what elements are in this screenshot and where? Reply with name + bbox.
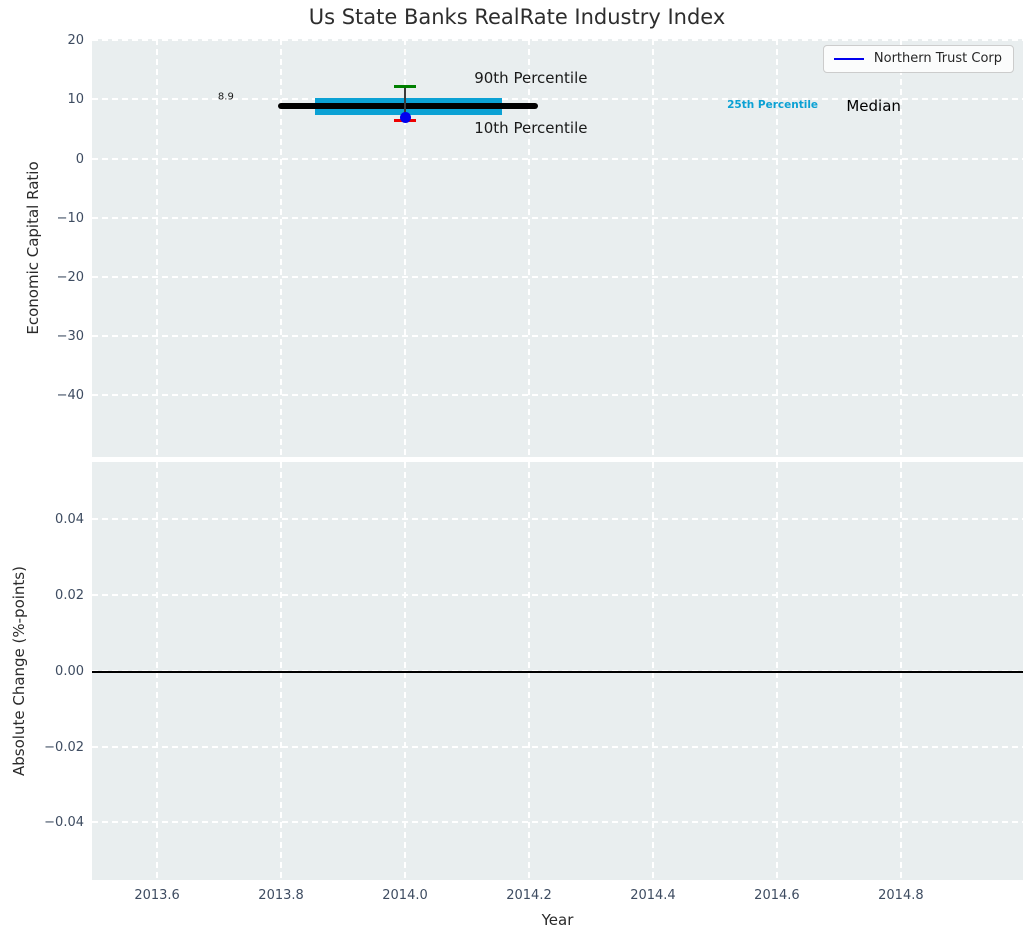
gridline-vertical [775,39,778,457]
y-tick-label: 0.02 [55,588,84,604]
bottom-plot-area [92,462,1023,880]
top-plot-area: Northern Trust Corp 8.9 90th Percentile 10… [92,39,1023,457]
x-tick-label: 2014.2 [506,888,552,903]
gridline-horizontal [92,98,1023,101]
y-tick-label: −10 [56,210,84,226]
x-tick-label: 2014.4 [630,888,676,903]
gridline-horizontal [92,394,1023,397]
chart-title: Us State Banks RealRate Industry Index [308,5,726,29]
gridline-vertical [404,39,407,457]
legend-label: Northern Trust Corp [873,51,1002,66]
x-tick-label: 2014.8 [878,888,924,903]
top-y-axis-label: Economic Capital Ratio [24,161,42,335]
y-tick-label: 10 [67,92,84,108]
median-value-label: 8.9 [217,91,234,103]
y-tick-label: 0 [75,151,84,167]
y-tick-label: 20 [67,33,84,49]
legend-line-sample [833,57,864,60]
x-tick-label: 2014.6 [754,888,800,903]
gridline-vertical [651,39,654,457]
y-tick-label: 0.04 [55,512,84,528]
annotation-median: Median [846,97,901,116]
gridline-horizontal [92,335,1023,338]
gridline-horizontal [92,276,1023,278]
x-tick-label: 2013.6 [134,888,180,903]
gridline-horizontal [92,216,1023,219]
gridline-horizontal [92,821,1023,824]
y-tick-label: −20 [56,270,84,285]
median-line [278,102,539,109]
gridline-vertical [280,39,283,457]
y-tick-label: −40 [56,388,84,404]
gridline-horizontal [92,518,1023,521]
y-tick-label: −0.04 [44,815,84,831]
x-axis-label: Year [541,911,574,929]
zero-line [92,671,1023,674]
legend: Northern Trust Corp [822,45,1014,73]
x-tick-label: 2013.8 [258,888,304,903]
gridline-horizontal [92,157,1023,160]
annotation-90th-percentile: 90th Percentile [474,68,588,87]
gridline-vertical [527,39,530,457]
y-tick-label: −30 [56,329,84,345]
company-data-point [399,112,411,124]
gridline-horizontal [92,745,1023,748]
y-tick-label: 0.00 [55,663,84,679]
gridline-horizontal [92,594,1023,597]
errorbar-stem [404,86,406,121]
annotation-25th-percentile: 25th Percentile [727,99,819,112]
annotation-10th-percentile: 10th Percentile [474,118,588,137]
x-tick-label: 2014.0 [382,888,428,903]
gridline-vertical [156,39,159,457]
gridline-horizontal [92,39,1023,42]
gridline-horizontal [92,669,1023,672]
errorbar-cap-high [394,84,417,88]
gridline-vertical [899,39,902,457]
y-tick-label: −0.02 [44,739,84,755]
